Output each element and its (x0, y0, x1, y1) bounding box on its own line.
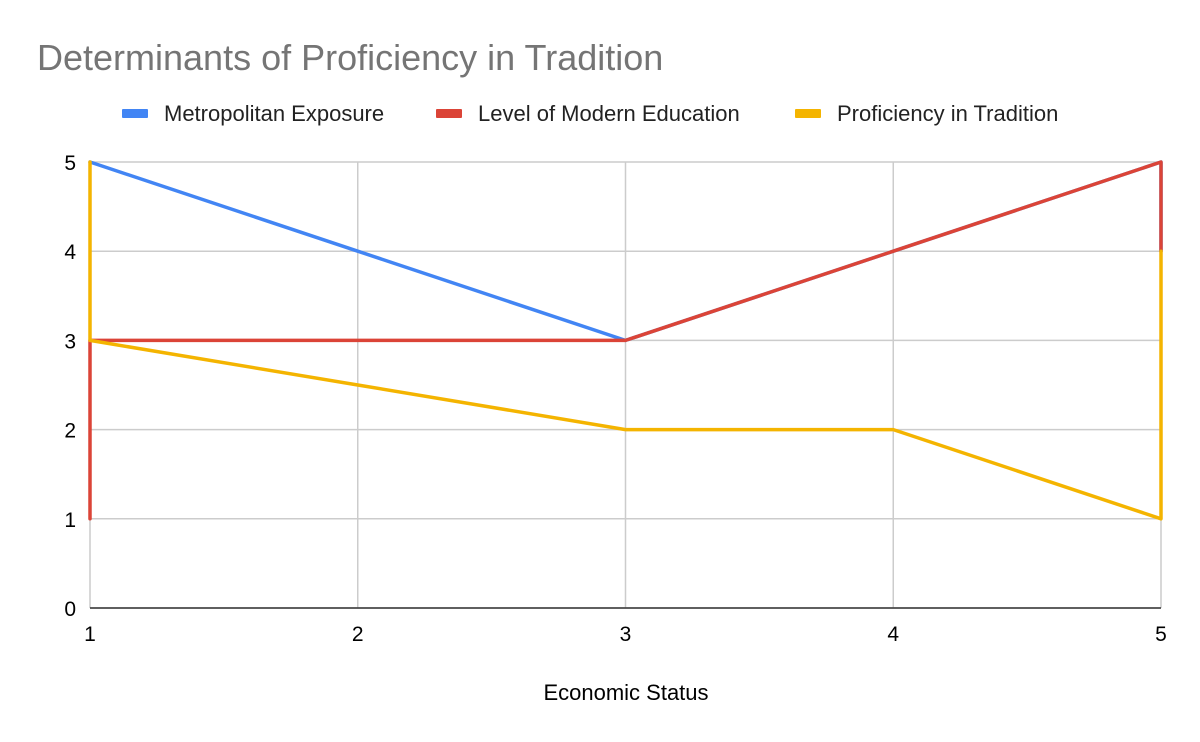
legend-swatch-1 (436, 109, 462, 118)
y-tick-label-5: 5 (64, 152, 76, 175)
x-tick-label-4: 5 (1155, 623, 1167, 646)
x-tick-label-2: 3 (620, 623, 632, 646)
y-tick-label-3: 3 (64, 330, 76, 353)
legend-swatch-0 (122, 109, 148, 118)
y-tick-label-0: 0 (64, 598, 76, 621)
chart-title: Determinants of Proficiency in Tradition (37, 37, 663, 78)
y-tick-label-1: 1 (64, 509, 76, 532)
legend-label-1: Level of Modern Education (478, 101, 740, 126)
x-tick-label-0: 1 (84, 623, 96, 646)
legend-label-0: Metropolitan Exposure (164, 101, 384, 126)
y-tick-labels: 0 1 2 3 4 5 (64, 152, 76, 621)
series-lines (88, 160, 1163, 521)
legend-label-2: Proficiency in Tradition (837, 101, 1058, 126)
x-axis-label: Economic Status (543, 680, 708, 705)
x-tick-label-1: 2 (352, 623, 364, 646)
legend-swatch-2 (795, 109, 821, 118)
series-line-proficiency-in-tradition (88, 160, 1163, 521)
y-tick-label-4: 4 (64, 241, 76, 264)
legend: Metropolitan Exposure Level of Modern Edu… (122, 101, 1058, 126)
y-tick-label-2: 2 (64, 420, 76, 443)
x-tick-labels: 1 2 3 4 5 (84, 623, 1167, 646)
gridlines (89, 161, 1162, 609)
x-tick-label-3: 4 (887, 623, 899, 646)
